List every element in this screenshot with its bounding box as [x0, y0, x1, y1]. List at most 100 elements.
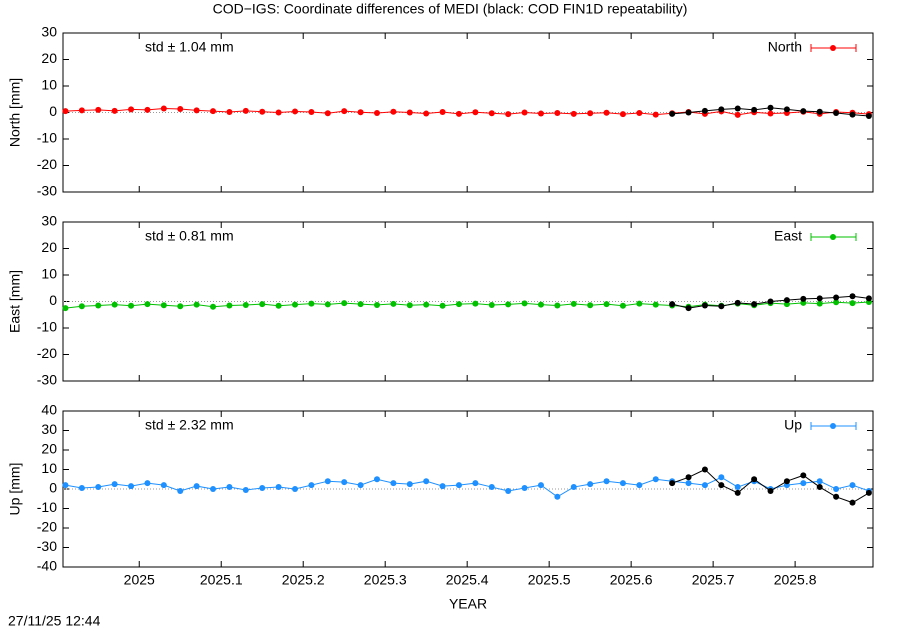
data-point — [619, 111, 626, 118]
std-annotation: std ± 2.32 mm — [145, 417, 234, 433]
data-point — [685, 109, 692, 116]
data-point — [636, 300, 643, 307]
data-point — [636, 110, 643, 117]
data-point — [636, 482, 643, 489]
data-point — [570, 110, 577, 117]
legend-label: North — [768, 39, 802, 55]
series-line — [65, 476, 870, 498]
data-point — [193, 483, 200, 490]
data-point — [324, 110, 331, 117]
y-tick-label: -30 — [37, 183, 57, 199]
data-point — [472, 109, 479, 116]
data-point — [767, 298, 774, 305]
data-point — [406, 481, 413, 488]
data-point — [718, 474, 725, 481]
x-tick-label: 2025.1 — [200, 572, 243, 588]
data-point — [603, 109, 610, 116]
data-point — [423, 110, 430, 117]
y-axis-label: North [mm] — [7, 78, 23, 147]
y-tick-label: -20 — [37, 345, 57, 361]
data-point — [242, 301, 249, 308]
data-point — [751, 106, 758, 113]
data-point — [193, 107, 200, 114]
data-point — [669, 480, 676, 487]
data-point — [292, 108, 299, 115]
data-point — [767, 487, 774, 494]
x-axis-label: YEAR — [449, 596, 487, 612]
data-point — [439, 108, 446, 115]
data-point — [587, 110, 594, 117]
data-point — [718, 303, 725, 310]
data-point — [734, 299, 741, 306]
data-point — [800, 295, 807, 302]
data-point — [603, 301, 610, 308]
data-point — [78, 107, 85, 114]
data-point — [652, 111, 659, 118]
data-point — [619, 302, 626, 309]
y-tick-label: -30 — [37, 372, 57, 388]
data-point — [292, 486, 299, 492]
x-tick-label: 2025.6 — [610, 572, 653, 588]
data-point — [78, 303, 85, 310]
data-point — [341, 300, 348, 307]
data-point — [357, 482, 364, 489]
y-tick-label: -10 — [37, 130, 57, 146]
y-tick-label: 0 — [49, 480, 57, 496]
data-point — [472, 480, 479, 487]
y-tick-label: 40 — [41, 402, 57, 418]
data-point — [554, 493, 561, 500]
data-point — [308, 300, 315, 307]
data-point — [406, 302, 413, 309]
data-point — [439, 483, 446, 490]
data-point — [849, 482, 856, 489]
y-tick-label: 10 — [41, 77, 57, 93]
data-point — [275, 484, 282, 491]
data-point — [537, 482, 544, 489]
legend-label: East — [774, 228, 802, 244]
data-point — [78, 485, 85, 492]
data-point — [259, 301, 266, 308]
data-point — [210, 486, 217, 492]
data-point — [95, 302, 102, 309]
data-point — [816, 484, 823, 491]
data-point — [128, 483, 135, 490]
data-point — [373, 110, 380, 117]
data-point — [226, 484, 233, 491]
x-tick-label: 2025.8 — [774, 572, 817, 588]
data-point — [373, 301, 380, 308]
data-point — [144, 480, 151, 487]
data-point — [537, 301, 544, 308]
data-point — [144, 301, 151, 308]
data-point — [537, 110, 544, 117]
data-point — [177, 303, 184, 310]
legend-marker — [830, 234, 836, 240]
data-point — [833, 110, 840, 117]
data-point — [816, 300, 823, 307]
data-point — [128, 302, 135, 309]
data-point — [390, 108, 397, 115]
data-point — [210, 303, 217, 310]
data-point — [701, 466, 708, 473]
data-point — [833, 299, 840, 306]
x-tick-label: 2025.4 — [446, 572, 489, 588]
data-point — [816, 478, 823, 485]
data-point — [341, 479, 348, 486]
data-point — [800, 108, 807, 115]
data-point — [734, 489, 741, 496]
data-point — [865, 295, 872, 302]
data-point — [160, 302, 167, 309]
y-tick-label: -30 — [37, 538, 57, 554]
y-tick-label: -20 — [37, 156, 57, 172]
data-point — [751, 301, 758, 308]
data-point — [62, 305, 69, 312]
data-point — [341, 108, 348, 115]
data-point — [324, 478, 331, 485]
y-tick-label: -10 — [37, 319, 57, 335]
data-point — [734, 111, 741, 118]
data-point — [357, 109, 364, 116]
data-point — [783, 478, 790, 485]
series-line — [65, 301, 869, 309]
data-point — [685, 474, 692, 481]
data-point — [259, 485, 266, 492]
